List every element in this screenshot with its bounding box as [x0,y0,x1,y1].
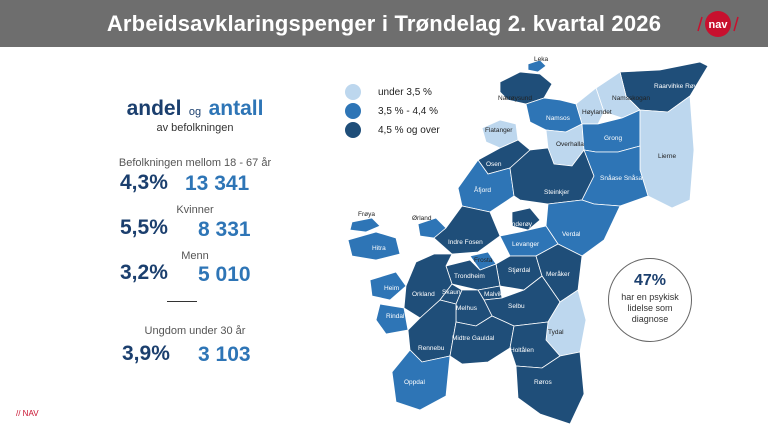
stat-percent-youth: 3,9% [122,342,170,365]
stat-percent-men: 3,2% [120,261,168,284]
region-orkland [403,253,453,319]
heading-antall: antall [208,97,264,120]
diagnosis-percent: 47% [633,272,667,289]
diagnosis-text: har en psykisk lidelse som diagnose [621,292,679,324]
region-froya [349,217,381,233]
svg-text:nav: nav [709,19,729,31]
map-label-namsskogan: Namsskogan [612,95,650,102]
map-label-lierne: Lierne [658,153,676,160]
legend-dot-mid [345,103,361,119]
map-label-verdal: Verdal [562,231,581,238]
map-label-froya: Frøya [358,211,375,218]
legend-label-low: under 3,5 % [378,87,432,98]
heading-og: og [188,106,202,118]
footer-text: // NAV [16,409,39,418]
stat-percent-total: 4,3% [120,171,168,194]
stat-label-youth: Ungdom under 30 år [144,325,246,337]
map-label-selbu: Selbu [508,303,525,310]
map-label-heim: Heim [384,285,399,292]
region-heim [369,271,407,301]
map-label-frosta: Frosta [474,257,493,264]
stat-count-total: 13 341 [185,172,250,195]
map-label-oppdal: Oppdal [404,379,426,386]
map-label-namsos: Namsos [546,115,571,122]
stat-label-women: Kvinner [176,204,214,216]
map-label-hoylandet: Høylandet [582,109,612,116]
heading-subtitle: av befolkningen [156,122,234,134]
map-label-flatanger: Flatanger [485,127,513,134]
legend-label-mid: 3,5 % - 4,4 % [378,106,439,117]
stat-label-total: Befolkningen mellom 18 - 67 år [118,157,272,169]
footer-logo: // NAV [16,409,39,418]
region-rindal [375,303,409,335]
map-label-orkland: Orkland [412,291,435,298]
map-label-roros: Røros [534,379,552,386]
map-label-hitra: Hitra [372,245,386,252]
map-label-rennebu: Rennebu [418,345,445,352]
map-label-stjordal: Stjørdal [508,267,531,274]
map-label-meraker: Meråker [546,270,571,278]
region-leka [527,59,547,73]
page-title: Arbeidsavklaringspenger i Trøndelag 2. k… [106,11,662,36]
map-label-osen: Osen [486,161,502,168]
region-oppdal [391,349,451,411]
stats-divider [167,301,197,302]
map-label-levanger: Levanger [512,241,540,248]
map-label-holtalen: Holtålen [510,346,534,354]
nav-logo-icon: nav [697,11,739,37]
region-snasa [581,145,649,207]
map-label-overhalla: Overhalla [556,141,584,148]
map-label-orland: Ørland [412,215,432,222]
map-label-skaun: Skaun [442,289,461,296]
map-label-melhus: Melhus [456,305,478,312]
map-label-trondheim: Trondheim [454,273,485,280]
heading-andel: andel [126,97,182,120]
stat-percent-women: 5,5% [120,216,168,239]
legend-dot-high [345,122,361,138]
map-label-tydal: Tydal [548,329,564,336]
stat-count-men: 5 010 [198,263,251,286]
region-hitra [347,231,401,261]
region-roros [515,351,585,425]
map-label-naroysund: Nærøysund [498,95,532,102]
map-label-inderoy: Inderøy [510,221,533,228]
legend-dot-low [345,84,361,100]
legend-label-high: 4,5 % og over [378,125,440,136]
map-label-afjord: Åfjord [474,185,491,194]
stat-label-men: Menn [181,250,209,262]
stat-count-youth: 3 103 [198,343,251,366]
stats-heading: andel og antall [115,97,275,121]
map-label-midtre-gauldal: Midtre Gauldal [452,335,495,342]
map-label-indre-fosen: Indre Fosen [448,239,483,246]
region-trondheim [445,259,501,291]
region-indre-fosen [433,205,501,255]
region-inderoy [511,207,541,231]
diagnosis-bubble: 47% har en psykisk lidelse som diagnose [608,258,692,342]
map-label-grong: Grong [604,135,622,142]
map-label-malvik: Malvik [484,291,503,298]
map-label-royrvik: Raarvihke Røyrvik [654,83,708,90]
map-label-snasa: Snåase Snåsa [600,174,643,182]
title-bar [0,0,768,47]
map-label-rindal: Rindal [386,313,405,320]
map-label-leka: Leka [534,56,548,63]
map-label-steinkjer: Steinkjer [544,189,570,196]
region-lierne [639,95,695,209]
stat-count-women: 8 331 [198,218,251,241]
